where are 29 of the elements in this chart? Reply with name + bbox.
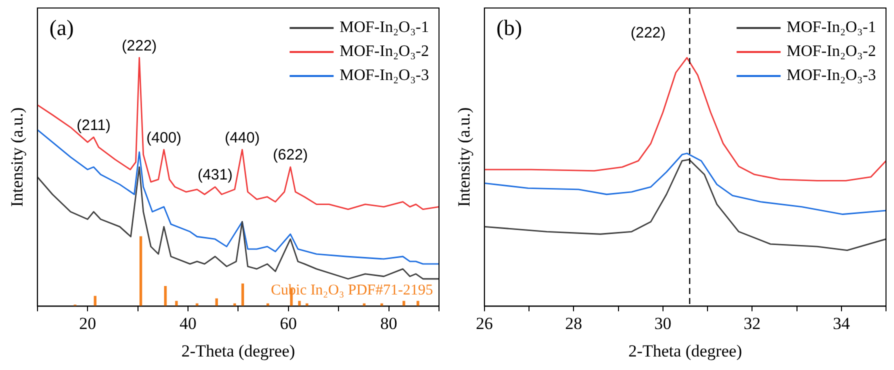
annotation: (622) (272, 146, 308, 164)
x-axis-title: 2-Theta (degree) (181, 341, 296, 360)
x-tick-label: 34 (832, 314, 850, 333)
x-tick-label: 26 (476, 314, 493, 333)
y-axis-title: Intensity (a.u.) (8, 107, 27, 207)
legend-label: MOF-In₂O₃-1 (340, 19, 429, 36)
annotation: (211) (76, 116, 111, 134)
legend-label: MOF-In₂O₃-3 (340, 67, 429, 84)
annotation: (431) (198, 166, 233, 184)
x-tick-label: 60 (280, 314, 297, 333)
text: (b) (496, 14, 522, 40)
annotation: (400) (146, 129, 182, 146)
annotation: (440) (224, 129, 260, 146)
legend-label: MOF-In₂O₃-2 (340, 43, 429, 60)
annotation: (222) (122, 37, 157, 54)
legend-label: MOF-In₂O₃-2 (786, 43, 876, 60)
annotation: (222) (630, 24, 666, 42)
y-axis-title: Intensity (a.u.) (454, 107, 474, 207)
legend-label: MOF-In₂O₃-3 (786, 67, 876, 84)
x-tick-label: 32 (744, 314, 761, 333)
x-tick-label: 28 (565, 314, 582, 333)
series-label: Cubic In₂O₃ PDF#71-2195 (270, 282, 433, 299)
legend-label: MOF-In₂O₃-1 (786, 19, 876, 36)
x-tick-label: 40 (180, 314, 196, 333)
x-axis-title: 2-Theta (degree) (628, 341, 742, 360)
x-tick-label: 80 (380, 314, 398, 333)
text: (a) (49, 14, 74, 40)
x-tick-label: 30 (654, 314, 672, 333)
x-tick-label: 20 (79, 314, 96, 333)
